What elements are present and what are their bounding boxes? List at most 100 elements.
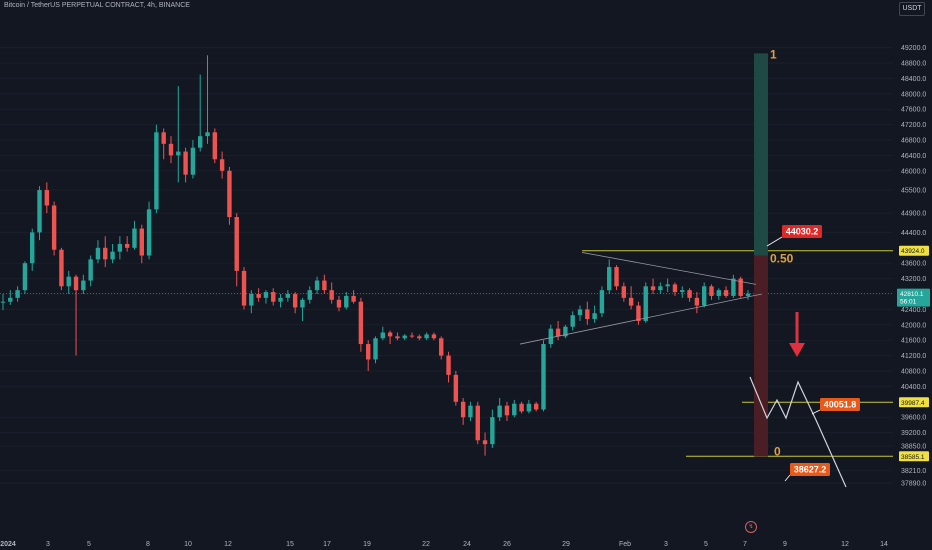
- price-axis[interactable]: 49200.0 48800.0 48400.0 48000.0 47600.0 47200…: [893, 0, 932, 538]
- candle-body: [59, 249, 64, 287]
- target-zone[interactable]: [754, 53, 768, 256]
- level-tag: [899, 397, 929, 408]
- time-label: 2024: [0, 541, 16, 548]
- stop-zone[interactable]: [754, 255, 768, 457]
- price-tick: 44900.0: [901, 211, 926, 218]
- candle-body: [555, 328, 561, 337]
- candle-body: [577, 309, 583, 316]
- callout-box: [820, 398, 860, 411]
- callout-pointer: [811, 409, 821, 415]
- candle-body: [468, 405, 473, 418]
- price-tick: 45500.0: [901, 188, 926, 195]
- time-label: 8: [146, 541, 150, 548]
- candle-body: [292, 294, 298, 308]
- time-label: Feb: [619, 541, 631, 548]
- projection-path: [749, 376, 847, 488]
- price-tick: 44400.0: [901, 230, 926, 237]
- candle-body: [344, 295, 349, 308]
- price-tick: 40400.0: [901, 384, 926, 391]
- candle-body: [219, 159, 225, 171]
- candle-body: [658, 286, 663, 291]
- currency-selector[interactable]: USDT: [899, 2, 925, 16]
- candle-body: [44, 190, 50, 206]
- level-tag-label: 38585.1: [901, 454, 925, 461]
- candle-body: [110, 251, 115, 260]
- price-tick: 42400.0: [901, 307, 926, 314]
- candle-body: [680, 290, 685, 293]
- candle-body: [519, 403, 524, 412]
- candle-body: [460, 401, 466, 418]
- candle-body: [650, 286, 656, 291]
- candle-body: [22, 263, 28, 291]
- candle-body: [365, 344, 371, 360]
- candle-body: [227, 170, 232, 217]
- candle-body: [439, 338, 444, 356]
- callout-box: [782, 225, 822, 238]
- candle-body: [599, 290, 605, 314]
- callout-label: 44030.2: [786, 227, 819, 237]
- logo-icon: ↯: [745, 521, 757, 533]
- price-axis-bg: [893, 0, 932, 538]
- candle-body: [431, 334, 437, 339]
- candle-body: [563, 326, 568, 337]
- candle-body: [475, 405, 480, 441]
- candle-body: [387, 332, 393, 337]
- candle-body: [446, 355, 451, 375]
- time-label: 3: [664, 541, 668, 548]
- candle-body: [490, 417, 495, 445]
- candle-body: [256, 294, 261, 298]
- price-tick: 46400.0: [901, 153, 926, 160]
- trendline-lower: [519, 293, 763, 345]
- candle-body: [636, 305, 641, 321]
- candle-body: [541, 344, 546, 410]
- drawings[interactable]: [519, 252, 847, 488]
- price-tick: 41600.0: [901, 338, 926, 345]
- candle-body: [512, 403, 517, 416]
- candle-body: [665, 284, 670, 287]
- candle-body: [358, 301, 364, 345]
- candle-body: [212, 132, 218, 160]
- candle-body: [380, 332, 386, 339]
- candle-body: [672, 284, 678, 293]
- price-callouts: 44030.2 40051.8 38627.2: [766, 225, 860, 482]
- candle-body: [504, 405, 510, 416]
- candle-body: [66, 276, 71, 287]
- callout-pointer: [784, 474, 791, 482]
- fib-label: 0: [774, 444, 781, 458]
- candle-body: [738, 278, 743, 296]
- candle-body: [373, 338, 378, 360]
- candle-body: [146, 209, 152, 256]
- time-label: 29: [562, 541, 570, 548]
- candle-body: [117, 243, 123, 252]
- candle-body: [51, 205, 57, 250]
- candle-body: [88, 259, 93, 281]
- callout-pointer: [766, 236, 783, 247]
- time-axis-bg: [0, 536, 932, 550]
- time-label: 10: [184, 541, 192, 548]
- candle-body: [234, 217, 239, 271]
- candle-body: [482, 440, 488, 445]
- time-label: 9: [783, 541, 787, 548]
- candle-body: [73, 276, 79, 291]
- current-price-label: 42810.1: [900, 291, 924, 298]
- candle-body: [395, 336, 400, 339]
- time-label: 12: [224, 541, 232, 548]
- price-tick: 48400.0: [901, 76, 926, 83]
- price-tick: 47600.0: [901, 107, 926, 114]
- candle-body: [285, 294, 291, 298]
- candle-body: [621, 286, 627, 298]
- candle-body: [548, 328, 553, 345]
- symbol-title[interactable]: Bitcoin / TetherUS PERPETUAL CONTRACT, 4…: [4, 2, 190, 9]
- candle-body: [614, 267, 619, 287]
- time-axis[interactable]: 2024 3 5 8 10 12 15 17 19 22 24 26 29 Feb 3 5 7 9 12 14: [0, 536, 932, 550]
- price-tick: 43600.0: [901, 261, 926, 268]
- candle-body: [745, 293, 751, 296]
- candle-body: [8, 297, 13, 302]
- candle-body: [314, 280, 320, 291]
- time-label: 22: [422, 541, 430, 548]
- candle-body: [336, 299, 342, 308]
- callout-box: [790, 463, 830, 476]
- candle-body: [607, 267, 612, 291]
- candle-body: [731, 278, 736, 296]
